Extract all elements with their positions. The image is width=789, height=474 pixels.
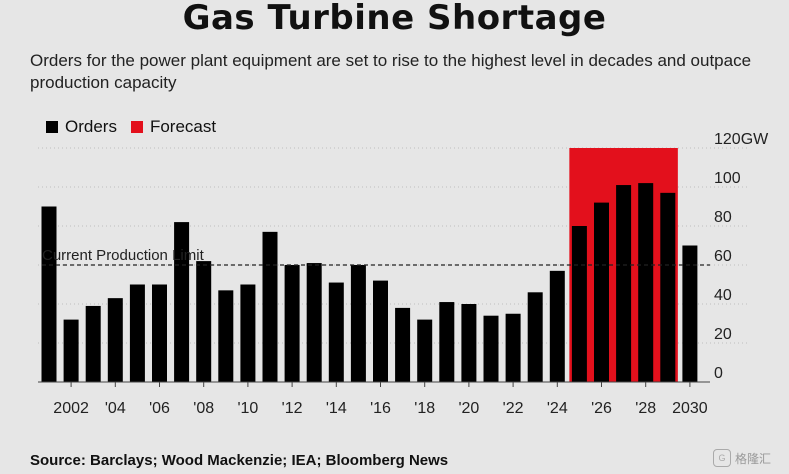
bar-2005 <box>129 284 145 382</box>
bar-2021 <box>483 315 499 382</box>
bar-2023 <box>527 292 543 382</box>
bar-2016 <box>373 280 388 382</box>
chart-subtitle: Orders for the power plant equipment are… <box>30 51 752 92</box>
y-tick-label: 100 <box>714 170 741 187</box>
bar-2028 <box>638 183 654 382</box>
source-note: Source: Barclays; Wood Mackenzie; IEA; B… <box>30 452 449 469</box>
bar-2026 <box>594 202 609 382</box>
bar-2009 <box>218 290 234 382</box>
bar-2015 <box>350 265 366 382</box>
x-tick-label: '12 <box>282 400 303 417</box>
y-tick-label: 0 <box>714 365 723 382</box>
x-tick-label: '10 <box>237 400 258 417</box>
bar-2018 <box>417 319 433 382</box>
x-tick-label: '28 <box>635 400 656 417</box>
bar-2008 <box>196 261 212 382</box>
x-tick-label: '24 <box>547 400 568 417</box>
watermark-logo-icon: G <box>712 449 731 467</box>
x-tick-label: 2030 <box>672 400 708 417</box>
bar-2011 <box>262 231 278 382</box>
x-tick-label: '26 <box>591 400 612 417</box>
legend-item-orders: Orders <box>46 117 117 137</box>
y-tick-label: 20 <box>714 326 732 343</box>
x-tick-label: '18 <box>414 400 435 417</box>
y-tick-label: 60 <box>714 248 732 265</box>
bar-2010 <box>240 284 256 382</box>
bar-2030 <box>682 245 698 382</box>
bar-2012 <box>284 265 300 382</box>
legend-item-forecast: Forecast <box>130 117 217 137</box>
watermark-text: 格隆汇 <box>734 451 771 466</box>
y-tick-label: 80 <box>714 209 732 226</box>
x-tick-label: '16 <box>370 400 391 417</box>
legend-swatch-orders <box>46 121 58 133</box>
legend-label-forecast: Forecast <box>149 117 217 136</box>
bar-2024 <box>549 270 565 382</box>
bar-2004 <box>107 298 123 382</box>
legend-label-orders: Orders <box>65 117 117 136</box>
chart-title: Gas Turbine Shortage <box>182 0 607 38</box>
x-tick-label: 2002 <box>53 400 89 417</box>
watermark: G 格隆汇 <box>712 449 771 467</box>
bar-2020 <box>461 304 477 382</box>
bar-2019 <box>439 302 455 382</box>
production-limit-label: Current Production Limit <box>42 247 205 264</box>
bar-2029 <box>660 192 676 382</box>
bar-2014 <box>328 282 344 382</box>
y-tick-label: 120GW <box>714 131 769 148</box>
bar-2003 <box>85 305 101 382</box>
bar-2017 <box>395 307 411 382</box>
bar-2002 <box>63 319 79 382</box>
bar-2001 <box>41 206 57 382</box>
bar-2013 <box>306 263 322 382</box>
bar-2027 <box>616 185 632 382</box>
bar-2025 <box>571 226 587 382</box>
y-tick-label: 40 <box>714 287 732 304</box>
legend: Orders Forecast <box>46 117 230 137</box>
x-tick-label: '04 <box>105 400 126 417</box>
bar-2006 <box>152 284 167 382</box>
legend-swatch-forecast <box>130 121 143 133</box>
bar-2022 <box>505 313 521 382</box>
bar-2007 <box>174 222 190 382</box>
x-tick-label: '06 <box>149 400 170 417</box>
x-tick-label: '14 <box>326 400 347 417</box>
x-tick-label: '22 <box>503 400 524 417</box>
x-tick-label: '20 <box>458 400 479 417</box>
x-tick-label: '08 <box>193 400 214 417</box>
